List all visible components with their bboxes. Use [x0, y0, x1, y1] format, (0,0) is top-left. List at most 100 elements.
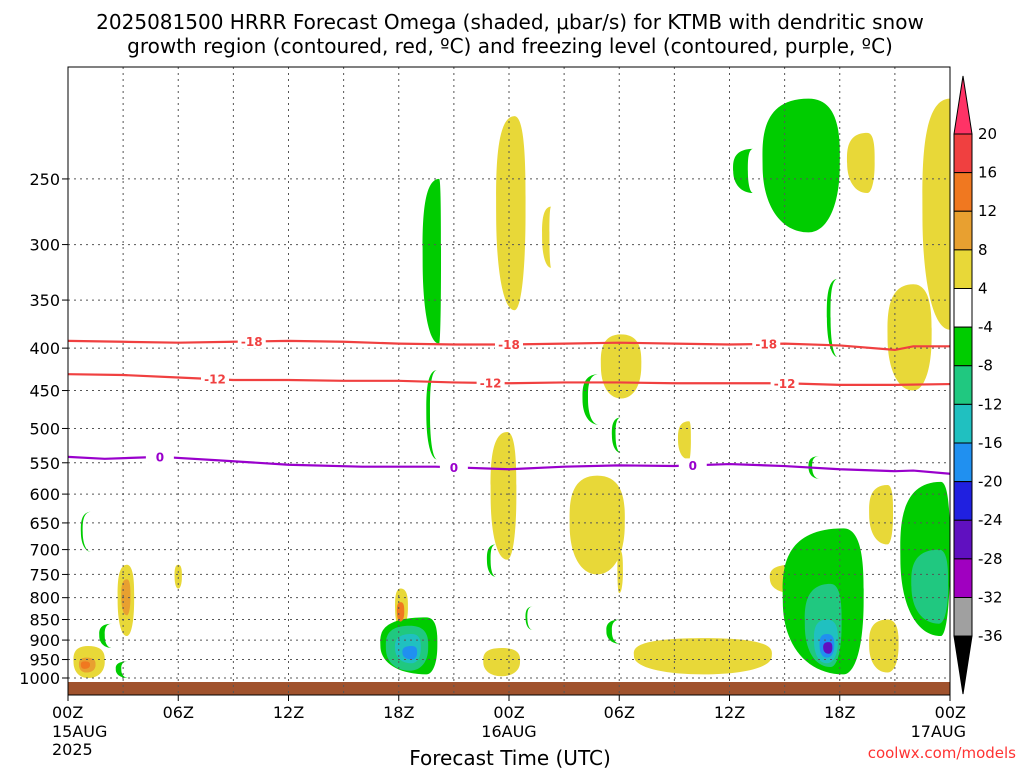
contour-label-bg [476, 375, 505, 390]
omega-region [847, 132, 875, 194]
y-tick-label: 700 [29, 541, 60, 560]
chart-title-line2: growth region (contoured, red, ºC) and f… [127, 34, 893, 58]
omega-region [733, 148, 754, 194]
omega-region [422, 178, 442, 344]
colorbar-swatch [953, 558, 973, 598]
x-tick-label: 00Z [935, 703, 966, 722]
colorbar-swatch [953, 249, 973, 289]
contour-label: -18 [755, 337, 777, 351]
omega-region [123, 456, 133, 526]
colorbar-swatch [953, 519, 973, 560]
omega-region [496, 116, 526, 311]
contour-label-bg [439, 460, 468, 475]
contour-label: 0 [689, 459, 697, 473]
contour-label-bg [770, 376, 799, 391]
y-axis: 250 300 350 400 450 500 550 600 650 700 750 800 850 9… [19, 170, 68, 688]
x-year-label: 2025 [52, 740, 93, 759]
x-date-label: 17AUG [911, 722, 966, 741]
contour-label: 0 [450, 461, 458, 475]
colorbar-label: -16 [978, 434, 1003, 452]
contour-label: -18 [498, 338, 520, 352]
x-axis-label: Forecast Time (UTC) [409, 746, 611, 768]
colorbar-swatch [953, 635, 973, 695]
contour-label: -12 [774, 377, 796, 391]
colorbar-label: -32 [978, 588, 1003, 606]
omega-region [115, 661, 129, 678]
contour-label-bg [752, 336, 781, 351]
omega-region [426, 369, 438, 460]
omega-region [617, 549, 623, 594]
y-tick-label: 950 [29, 651, 60, 670]
y-tick-label: 750 [29, 565, 60, 584]
x-tick-label: 12Z [273, 703, 304, 722]
omega-region [678, 421, 691, 460]
omega-region [102, 278, 113, 425]
x-tick-label: 12Z [714, 703, 745, 722]
colorbar-label: -8 [978, 357, 993, 375]
colorbar-label: -24 [978, 511, 1003, 529]
omega-region [922, 98, 950, 330]
omega-region [486, 544, 497, 577]
omega-region [490, 432, 517, 560]
omega-region [911, 549, 949, 624]
colorbar-label: 16 [978, 164, 997, 182]
omega-region [606, 619, 622, 645]
colorbar-label: -28 [978, 550, 1003, 568]
colorbar-swatch [953, 75, 973, 135]
colorbar-label: -4 [978, 318, 993, 336]
y-tick-label: 550 [29, 454, 60, 473]
temperature-contours: -18 -18 -18 -12 -12 -12 0 0 0 [68, 334, 950, 475]
colorbar-label: 12 [978, 202, 997, 220]
contour-line [68, 455, 950, 475]
site-credit: coolwx.com/models [868, 744, 1016, 762]
y-tick-label: 900 [29, 631, 60, 650]
colorbar-swatch [953, 133, 973, 174]
x-tick-label: 18Z [824, 703, 855, 722]
contour-label-bg [678, 458, 707, 473]
omega-region [525, 606, 533, 630]
y-tick-label: 350 [29, 291, 60, 310]
terrain-ground [68, 682, 950, 695]
omega-region [569, 475, 625, 575]
omega-shaded-regions [73, 98, 950, 678]
omega-region [121, 579, 131, 616]
omega-region [611, 417, 622, 453]
colorbar-label: -12 [978, 395, 1003, 413]
colorbar-swatch [953, 287, 973, 328]
colorbar: 20 16 12 8 4 -4 -8 -12 -16 -20 -24 -28 -32 -36 [953, 75, 1003, 695]
omega-region [123, 132, 135, 255]
x-tick-label: 18Z [383, 703, 414, 722]
colorbar-label: 20 [978, 125, 997, 143]
x-tick-label: 00Z [52, 703, 83, 722]
omega-region [396, 602, 405, 622]
omega-region [80, 661, 91, 669]
contour-label: -12 [480, 376, 502, 390]
contour-label: 0 [156, 450, 164, 464]
y-tick-label: 850 [29, 610, 60, 629]
omega-region [99, 623, 113, 648]
contour-line [68, 339, 950, 352]
x-tick-label: 06Z [163, 703, 194, 722]
omega-region [826, 278, 838, 358]
omega-region [823, 642, 833, 654]
omega-region [483, 647, 521, 677]
x-tick-label: 00Z [493, 703, 524, 722]
colorbar-swatch [953, 403, 973, 444]
colorbar-swatch [953, 442, 973, 483]
x-date-label: 16AUG [481, 722, 536, 741]
omega-region [80, 511, 92, 553]
omega-region [869, 484, 894, 545]
y-tick-label: 600 [29, 485, 60, 504]
y-tick-label: 800 [29, 589, 60, 608]
y-tick-label: 300 [29, 236, 60, 255]
colorbar-label: -36 [978, 627, 1003, 645]
y-tick-label: 650 [29, 514, 60, 533]
omega-region [869, 619, 899, 673]
y-tick-label: 500 [29, 419, 60, 438]
colorbar-label: 4 [978, 279, 988, 297]
y-tick-label: 250 [29, 170, 60, 189]
x-date-label: 15AUG [52, 722, 107, 741]
colorbar-swatch [953, 596, 973, 637]
y-tick-label: 1000 [19, 669, 60, 688]
x-tick-label: 06Z [604, 703, 635, 722]
